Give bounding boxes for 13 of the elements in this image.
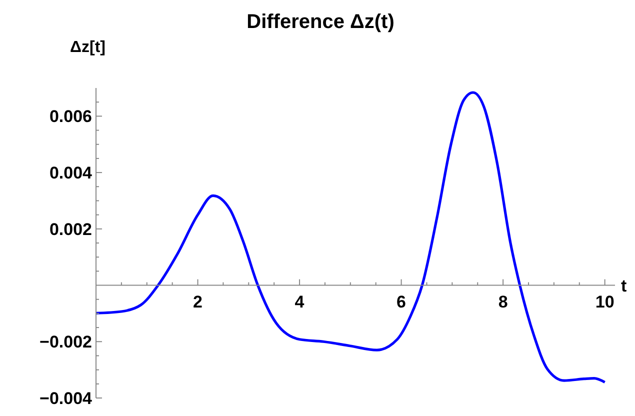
y-axis-title: Δz[t] [70,39,106,56]
x-tick-label: 4 [294,292,305,312]
y-tick-label: 0.004 [49,163,93,182]
x-tick-label: 10 [595,292,614,312]
x-tick-label: 6 [396,292,406,312]
y-tick-label: 0.006 [49,107,92,126]
y-tick-label: 0.002 [49,220,92,239]
x-tick-label: 2 [193,292,202,312]
x-tick-label: 8 [498,292,508,312]
y-tick-label: −0.002 [40,332,92,352]
y-tick-label: −0.004 [40,388,93,408]
chart-title: Difference Δz(t) [246,11,394,33]
x-axis-title: t [621,276,627,296]
